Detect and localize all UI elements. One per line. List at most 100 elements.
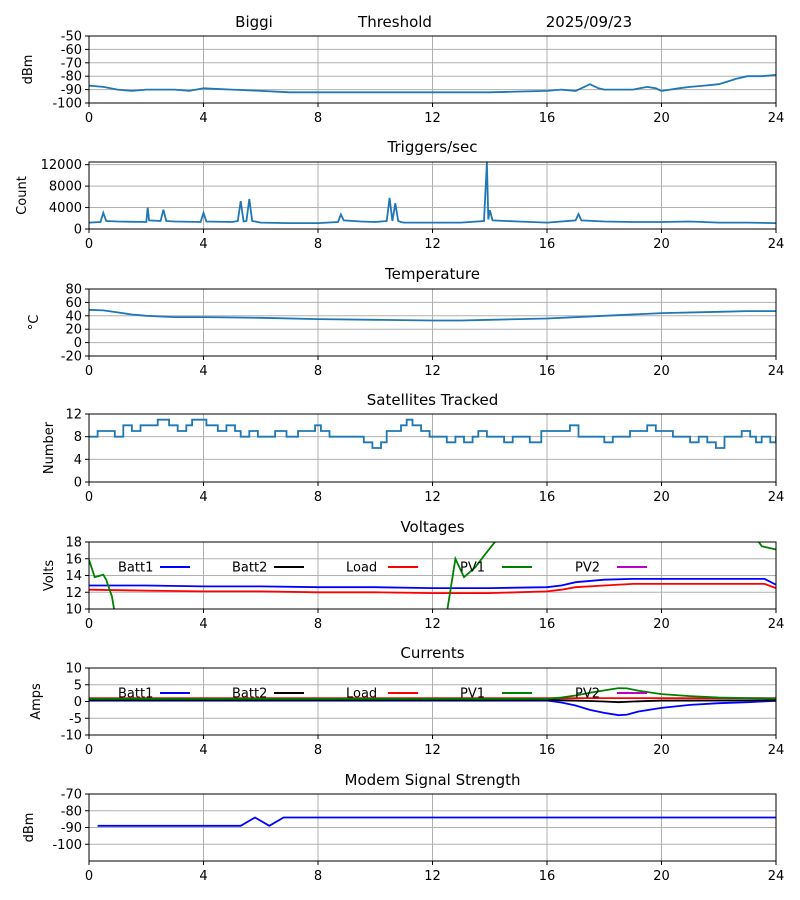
y-tick-label: 4 (74, 453, 82, 468)
x-tick-label: 12 (424, 490, 441, 505)
y-tick-label: 4000 (49, 201, 82, 216)
y-tick-label: -70 (61, 788, 82, 803)
chart-satellites: 0 4 8 12 16 20 24 0 4 8 12 Satellites Tracked Number (42, 391, 784, 505)
x-tick-label: 4 (199, 111, 207, 126)
series-batt1 (89, 578, 776, 589)
x-tick-label: 8 (314, 490, 322, 505)
x-tick-label: 4 (199, 617, 207, 632)
x-tick-label: 0 (85, 869, 93, 884)
x-tick-label: 20 (653, 490, 670, 505)
x-tick-label: 4 (199, 869, 207, 884)
x-tick-label: 12 (424, 237, 441, 252)
y-tick-label: 16 (65, 552, 82, 567)
y-tick-label: 0 (74, 223, 82, 238)
y-tick-label: 12 (65, 586, 82, 601)
x-tick-label: 4 (199, 490, 207, 505)
series-pv1 (89, 687, 776, 700)
x-tick-label: 16 (539, 364, 556, 379)
y-tick-label: -5 (69, 712, 82, 727)
x-tick-label: 4 (199, 743, 207, 758)
series-batt1 (89, 699, 776, 717)
y-tick-label: 12000 (41, 158, 82, 173)
x-tick-label: 16 (539, 743, 556, 758)
x-tick-label: 16 (539, 111, 556, 126)
legend-label: PV2 (575, 561, 600, 576)
x-tick-label: 0 (85, 617, 93, 632)
y-tick-label: 5 (74, 678, 82, 693)
x-tick-label: 16 (539, 617, 556, 632)
y-axis-label: dBm (22, 813, 37, 843)
y-axis-label: Volts (42, 560, 57, 592)
y-tick-label: -100 (52, 838, 82, 853)
y-tick-label: 8 (74, 430, 82, 445)
x-tick-label: 8 (314, 617, 322, 632)
x-tick-label: 0 (85, 111, 93, 126)
x-tick-label: 8 (314, 111, 322, 126)
y-tick-label: -90 (61, 821, 82, 836)
chart-title: Triggers/sec (387, 138, 478, 156)
chart-title: Satellites Tracked (367, 391, 498, 409)
series-load (89, 583, 776, 594)
x-tick-label: 16 (539, 237, 556, 252)
series-satellites (89, 418, 776, 449)
y-axis-label: dBm (21, 55, 36, 85)
x-tick-label: 8 (314, 869, 322, 884)
series-batt2 (89, 698, 776, 704)
legend-label: PV2 (575, 687, 600, 702)
x-tick-label: 4 (199, 364, 207, 379)
y-tick-label: 8000 (49, 180, 82, 195)
header-site: Biggi (235, 13, 273, 31)
legend-label: Batt2 (232, 561, 267, 576)
y-axis-label: Number (42, 421, 57, 474)
chart-title: Modem Signal Strength (345, 771, 521, 789)
y-tick-label: -90 (61, 83, 82, 98)
y-tick-label: -100 (52, 97, 82, 112)
y-tick-label: -60 (61, 43, 82, 58)
series-pv1 (89, 542, 776, 609)
y-tick-label: 10 (65, 662, 82, 677)
header-date: 2025/09/23 (546, 13, 632, 31)
legend-label: Load (346, 687, 377, 702)
y-tick-label: 0 (74, 476, 82, 491)
x-tick-label: 24 (768, 237, 785, 252)
y-tick-label: 40 (65, 309, 82, 324)
x-tick-label: 8 (314, 743, 322, 758)
legend-label: Load (346, 561, 377, 576)
chart-signal: 0 4 8 12 16 20 24 -100-90-80-70-60-50 dBm (21, 30, 784, 127)
chart-currents: 0 4 8 12 16 20 24 -10 -5 0 510 Currents Amps Batt1 Bat… (29, 644, 784, 758)
y-tick-label: -50 (61, 30, 82, 45)
y-axis-label: Count (15, 176, 30, 215)
y-tick-label: 20 (65, 323, 82, 338)
x-tick-label: 20 (653, 111, 670, 126)
legend-label: Batt1 (118, 561, 153, 576)
y-axis-label: Amps (29, 683, 44, 720)
header-mode: Threshold (357, 13, 432, 31)
chart-modem: 0 4 8 12 16 20 24 -100 -90 -80-70 Modem Signal Str… (22, 771, 784, 884)
y-tick-label: -80 (61, 70, 82, 85)
x-tick-label: 24 (768, 364, 785, 379)
x-tick-label: 0 (85, 364, 93, 379)
x-tick-label: 16 (539, 869, 556, 884)
x-tick-label: 20 (653, 869, 670, 884)
y-tick-label: 80 (65, 283, 82, 298)
y-tick-label: -10 (61, 729, 82, 744)
y-tick-label: -70 (61, 56, 82, 71)
series-signal (89, 74, 776, 94)
x-tick-label: 16 (539, 490, 556, 505)
x-tick-label: 24 (768, 617, 785, 632)
chart-title: Currents (400, 644, 464, 662)
y-tick-label: 10 (65, 603, 82, 618)
x-tick-label: 0 (85, 237, 93, 252)
x-tick-label: 20 (653, 237, 670, 252)
x-tick-label: 0 (85, 743, 93, 758)
y-tick-label: 0 (74, 336, 82, 351)
chart-title: Temperature (384, 265, 480, 283)
series-modem (97, 816, 776, 827)
y-tick-label: 14 (65, 569, 82, 584)
x-tick-label: 20 (653, 617, 670, 632)
chart-triggers: 0 4 8 12 16 20 24 0 4000 8000 12000 Triggers/sec Cou… (15, 138, 784, 252)
